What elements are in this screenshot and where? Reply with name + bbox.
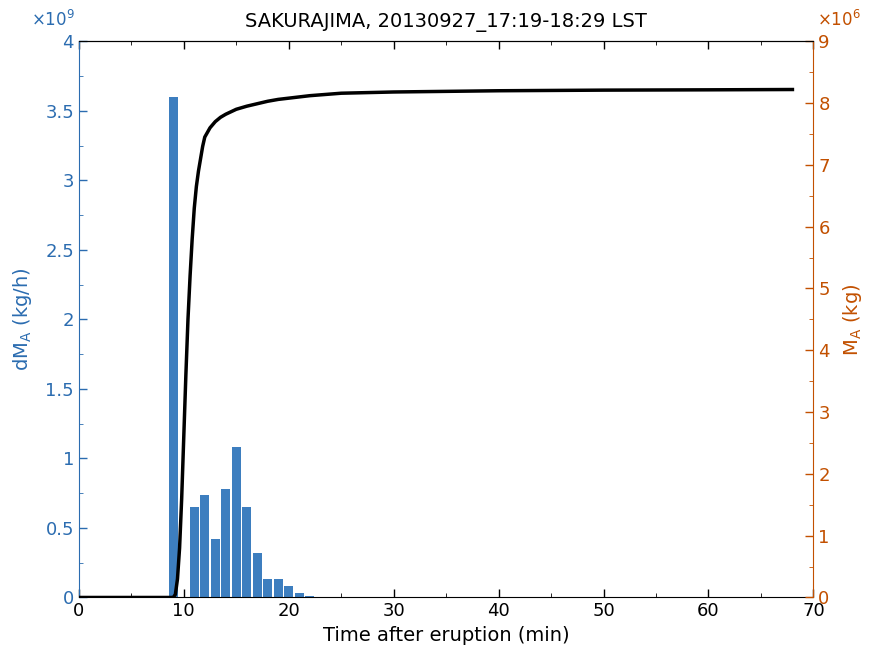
X-axis label: Time after eruption (min): Time after eruption (min) bbox=[323, 626, 570, 645]
Bar bbox=[211, 539, 220, 598]
Y-axis label: $\mathrm{dM_A\ (kg/h)}$: $\mathrm{dM_A\ (kg/h)}$ bbox=[11, 268, 34, 371]
Title: SAKURAJIMA, 20130927_17:19-18:29 LST: SAKURAJIMA, 20130927_17:19-18:29 LST bbox=[245, 13, 648, 32]
Bar bbox=[200, 495, 209, 598]
Bar bbox=[242, 507, 251, 598]
Bar bbox=[263, 579, 272, 598]
Text: $\times10^6$: $\times10^6$ bbox=[817, 10, 861, 30]
Bar bbox=[305, 596, 314, 598]
Bar bbox=[221, 489, 230, 598]
Bar bbox=[316, 597, 325, 598]
Bar bbox=[169, 97, 178, 598]
Bar bbox=[232, 447, 241, 598]
Bar bbox=[274, 579, 283, 598]
Bar bbox=[284, 586, 293, 598]
Bar bbox=[295, 593, 304, 598]
Bar bbox=[253, 553, 262, 598]
Text: $\times10^9$: $\times10^9$ bbox=[31, 10, 75, 30]
Bar bbox=[190, 507, 199, 598]
Y-axis label: $\mathrm{M_A\ (kg)}$: $\mathrm{M_A\ (kg)}$ bbox=[841, 283, 864, 356]
